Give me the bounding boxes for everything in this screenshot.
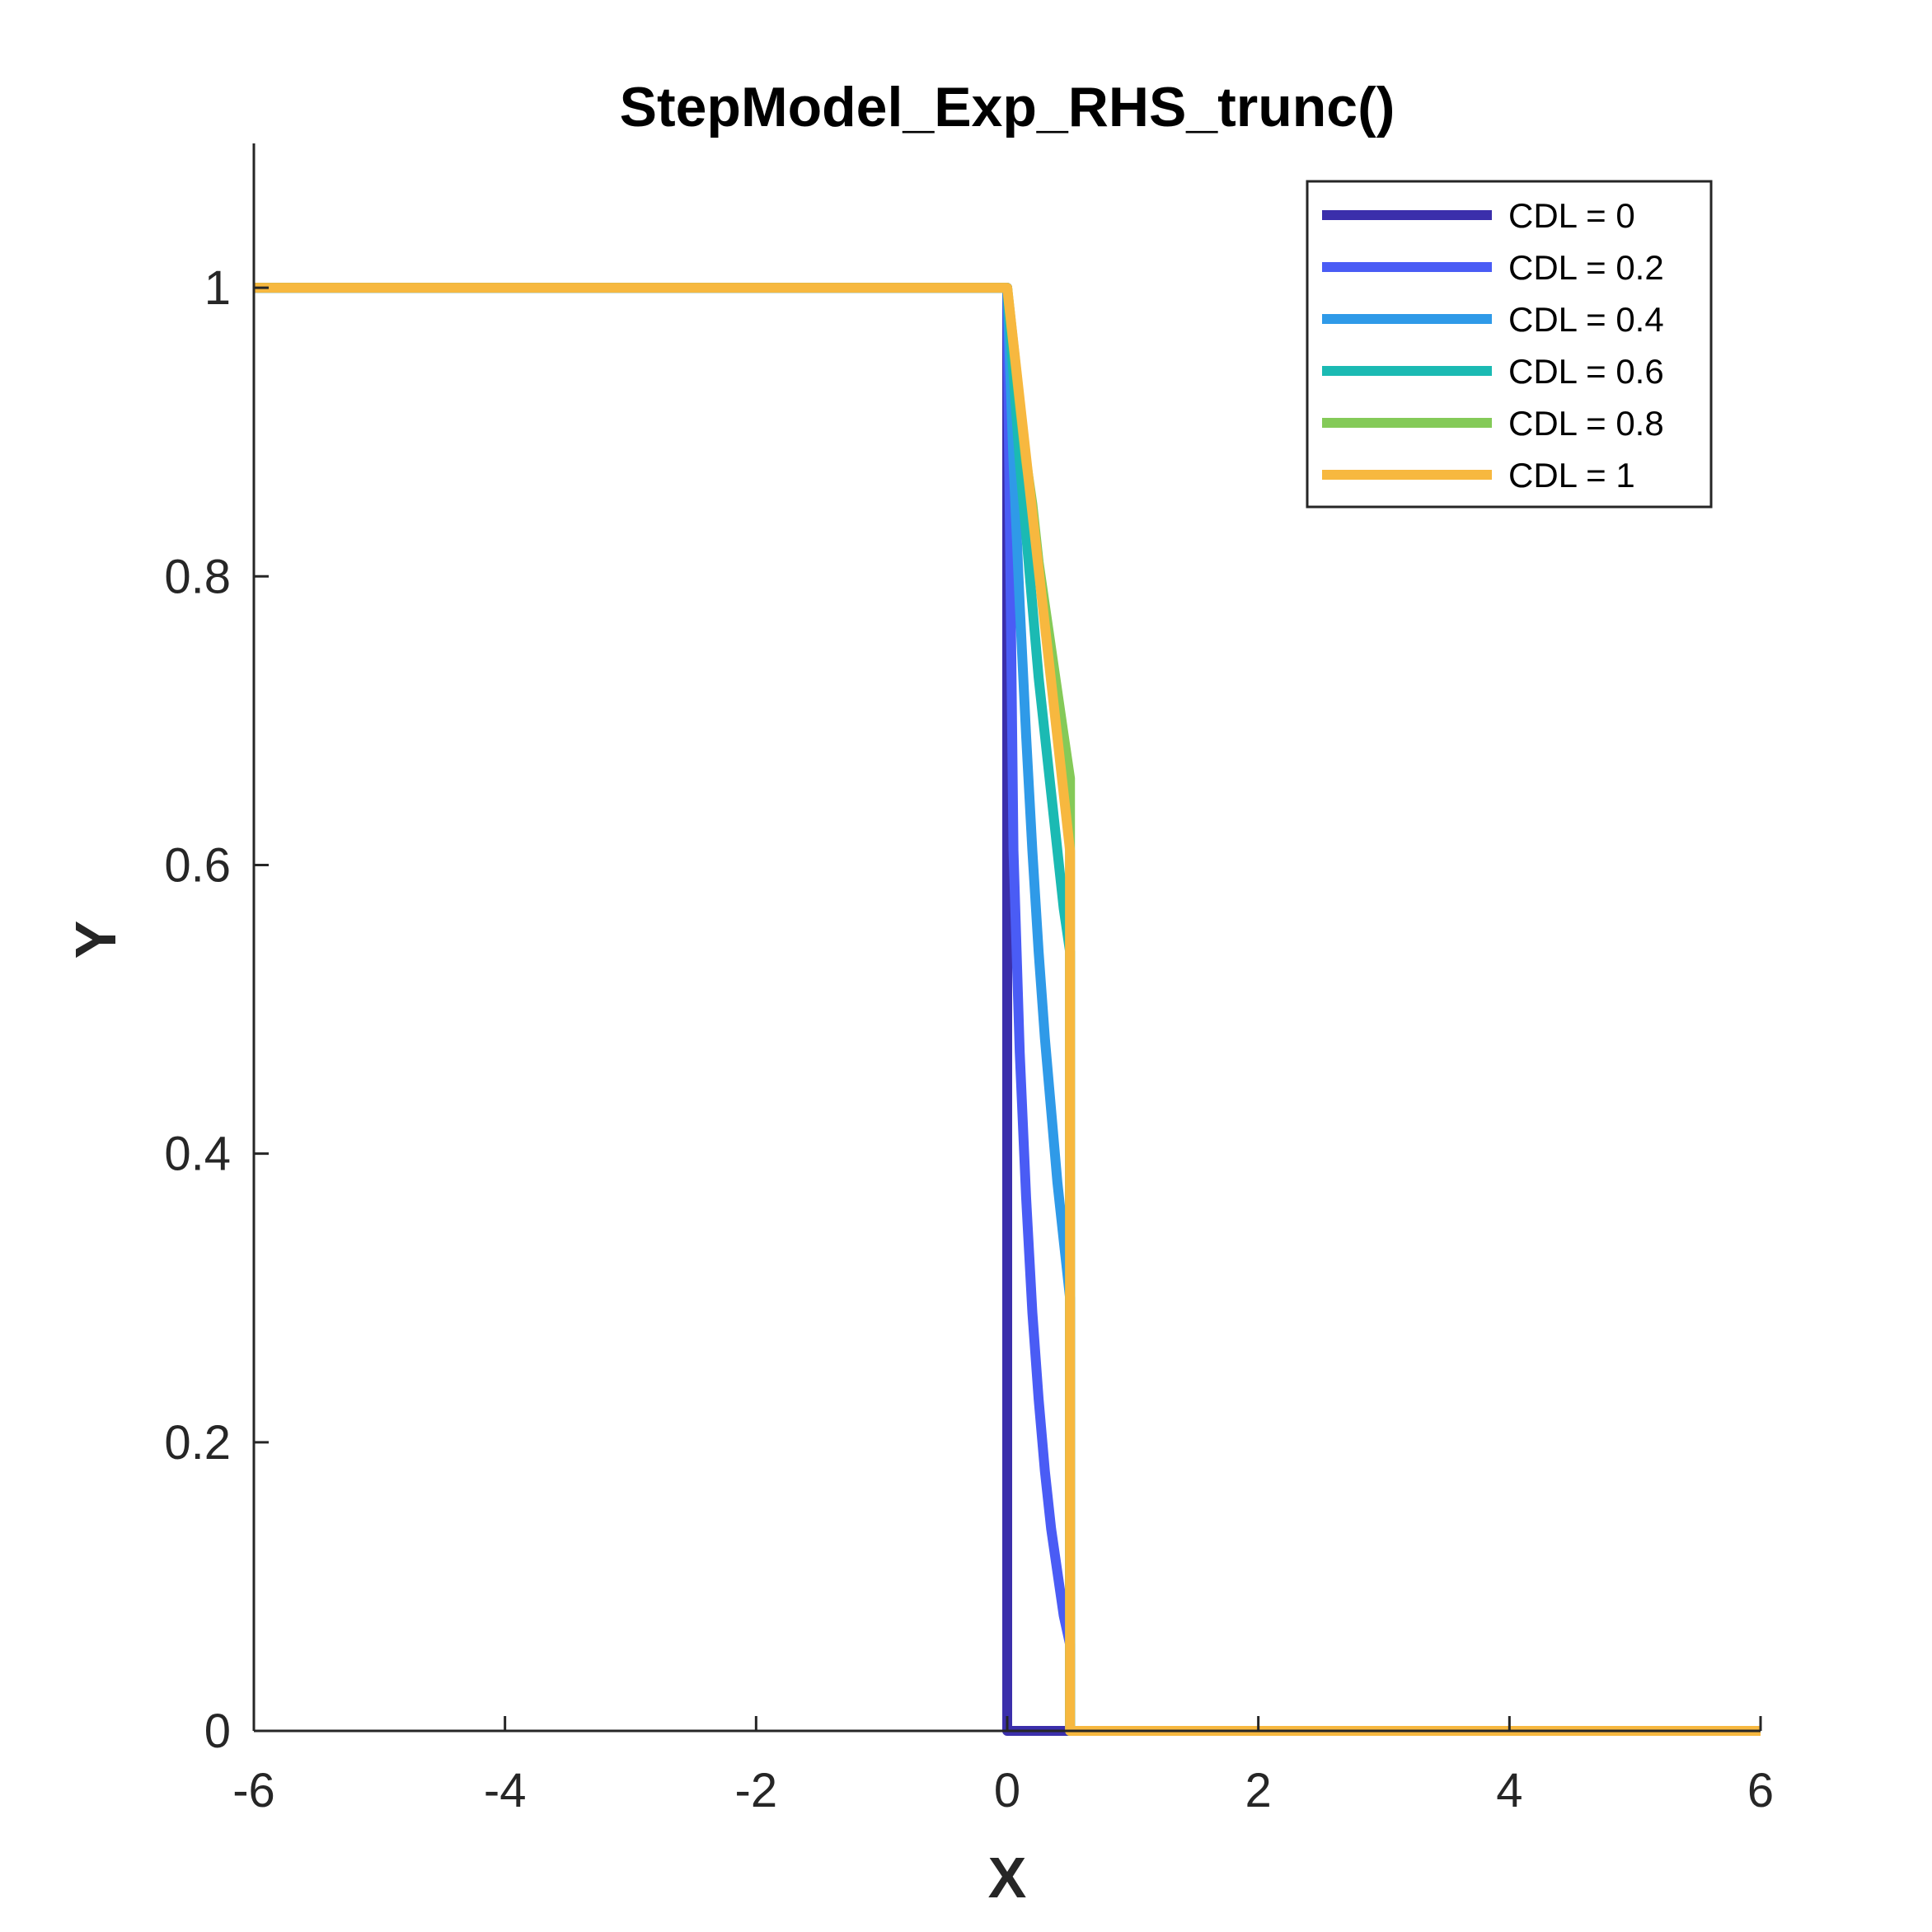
x-axis-ticks: -6 -4 -2 0 2 4 6	[232, 1716, 1774, 1817]
x-tick-label: 4	[1496, 1764, 1522, 1817]
legend-label: CDL = 0.8	[1508, 404, 1664, 443]
x-axis-label: X	[988, 1845, 1027, 1910]
legend-label: CDL = 0.4	[1508, 300, 1664, 339]
x-tick-label: 2	[1245, 1764, 1272, 1817]
y-tick-label: 0.6	[164, 838, 231, 892]
y-tick-label: 0	[204, 1705, 231, 1758]
legend: CDL = 0 CDL = 0.2 CDL = 0.4 CDL = 0.6 CDL = …	[1306, 180, 1713, 509]
x-tick-label: 0	[994, 1764, 1020, 1817]
y-tick-label: 0.4	[164, 1128, 231, 1181]
chart-title: StepModel_Exp_RHS_trunc()	[620, 76, 1395, 138]
y-tick-label: 1	[204, 261, 231, 315]
y-tick-label: 0.2	[164, 1416, 231, 1470]
legend-label: CDL = 0	[1508, 196, 1635, 235]
y-axis-label: Y	[63, 921, 128, 959]
x-tick-label: -4	[484, 1764, 527, 1817]
y-axis-ticks: 0 0.2 0.4 0.6 0.8 1	[164, 261, 269, 1758]
legend-box	[1306, 180, 1713, 509]
legend-label: CDL = 0.6	[1508, 352, 1664, 391]
y-tick-label: 0.8	[164, 550, 231, 603]
legend-label: CDL = 1	[1508, 456, 1635, 495]
x-tick-label: 6	[1747, 1764, 1774, 1817]
legend-label: CDL = 0.2	[1508, 248, 1664, 287]
x-tick-label: -6	[232, 1764, 275, 1817]
x-tick-label: -2	[735, 1764, 778, 1817]
